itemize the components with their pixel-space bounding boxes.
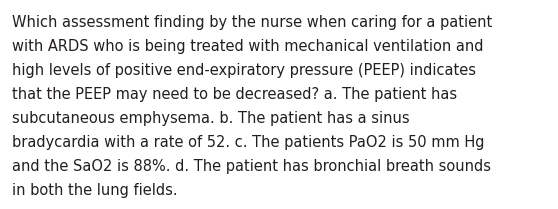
Text: Which assessment finding by the nurse when caring for a patient: Which assessment finding by the nurse wh… xyxy=(12,15,493,30)
Text: bradycardia with a rate of 52. c. The patients PaO2 is 50 mm Hg: bradycardia with a rate of 52. c. The pa… xyxy=(12,135,485,150)
Text: with ARDS who is being treated with mechanical ventilation and: with ARDS who is being treated with mech… xyxy=(12,39,484,54)
Text: and the SaO2 is 88%. d. The patient has bronchial breath sounds: and the SaO2 is 88%. d. The patient has … xyxy=(12,159,491,174)
Text: that the PEEP may need to be decreased? a. The patient has: that the PEEP may need to be decreased? … xyxy=(12,87,458,102)
Text: high levels of positive end-expiratory pressure (PEEP) indicates: high levels of positive end-expiratory p… xyxy=(12,63,477,78)
Text: subcutaneous emphysema. b. The patient has a sinus: subcutaneous emphysema. b. The patient h… xyxy=(12,111,410,126)
Text: in both the lung fields.: in both the lung fields. xyxy=(12,183,178,198)
